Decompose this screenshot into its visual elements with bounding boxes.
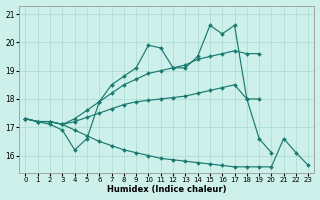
X-axis label: Humidex (Indice chaleur): Humidex (Indice chaleur) — [107, 185, 227, 194]
